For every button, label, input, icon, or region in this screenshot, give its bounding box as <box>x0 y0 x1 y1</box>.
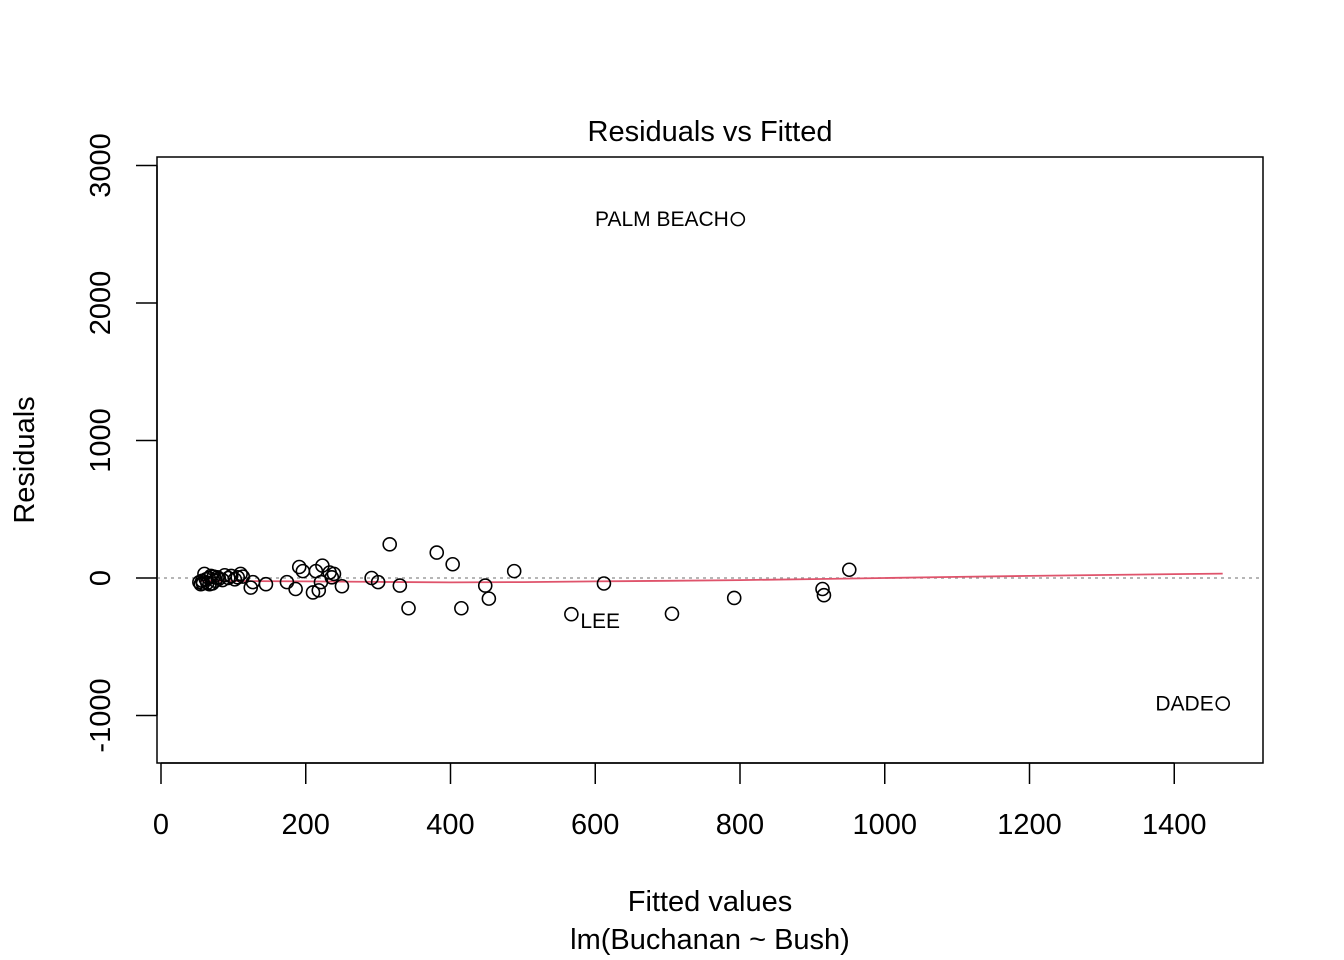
data-point <box>291 559 307 575</box>
data-point <box>481 591 497 606</box>
data-point <box>454 600 469 616</box>
y-tick-label: 3000 <box>85 133 117 198</box>
data-point <box>295 563 311 579</box>
x-tick-label: 600 <box>571 809 619 841</box>
point-labels-layer: PALM BEACH DADE LEE <box>580 208 1213 715</box>
y-tick-label: -1000 <box>85 678 117 752</box>
chart-title: Residuals vs Fitted <box>588 116 833 148</box>
data-point <box>233 566 248 582</box>
x-tick-label: 400 <box>426 809 474 841</box>
data-point <box>223 568 239 584</box>
data-point <box>392 578 408 593</box>
x-tick-label: 0 <box>153 809 169 841</box>
x-tick-label: 1400 <box>1142 809 1207 841</box>
data-point <box>334 578 350 594</box>
data-point <box>311 583 327 598</box>
x-tick-label: 800 <box>716 809 764 841</box>
data-point <box>326 566 342 582</box>
data-point <box>445 556 460 572</box>
y-axis: -1000 0 1000 2000 3000 <box>85 133 158 753</box>
data-point <box>726 590 742 606</box>
smooth-line-layer <box>199 572 1223 584</box>
data-point <box>382 537 398 552</box>
x-axis: 0 200 400 600 800 1000 1200 1400 <box>153 762 1207 841</box>
points-layer <box>192 211 1231 711</box>
data-point <box>841 562 857 578</box>
data-point <box>288 581 303 597</box>
data-point <box>429 545 445 560</box>
smoothed-trend-line <box>199 572 1223 584</box>
point-label-lee: LEE <box>580 610 620 633</box>
data-point-lee <box>564 606 579 622</box>
data-point <box>664 606 680 622</box>
x-axis-subtitle: lm(Buchanan ~ Bush) <box>570 924 850 956</box>
data-point <box>370 574 386 590</box>
x-tick-label: 1200 <box>997 809 1062 841</box>
y-tick-label: 2000 <box>85 271 117 336</box>
data-point <box>477 578 493 593</box>
data-point <box>506 563 522 579</box>
x-axis-label: Fitted values <box>628 886 792 918</box>
data-point-palm-beach <box>730 211 746 227</box>
data-point <box>324 570 340 585</box>
x-tick-label: 1000 <box>852 809 917 841</box>
y-axis-label: Residuals <box>9 396 41 523</box>
data-point <box>401 600 416 616</box>
x-tick-label: 200 <box>282 809 330 841</box>
data-point <box>596 576 612 591</box>
data-point <box>258 576 274 592</box>
data-point <box>815 581 830 597</box>
point-label-dade: DADE <box>1155 693 1213 716</box>
y-tick-label: 1000 <box>85 408 117 473</box>
point-label-palm-beach: PALM BEACH <box>595 208 729 231</box>
data-point <box>230 570 246 585</box>
plot-frame <box>156 156 1264 764</box>
data-point <box>816 587 832 603</box>
y-tick-label: 0 <box>85 570 117 586</box>
data-point-dade <box>1215 696 1231 711</box>
